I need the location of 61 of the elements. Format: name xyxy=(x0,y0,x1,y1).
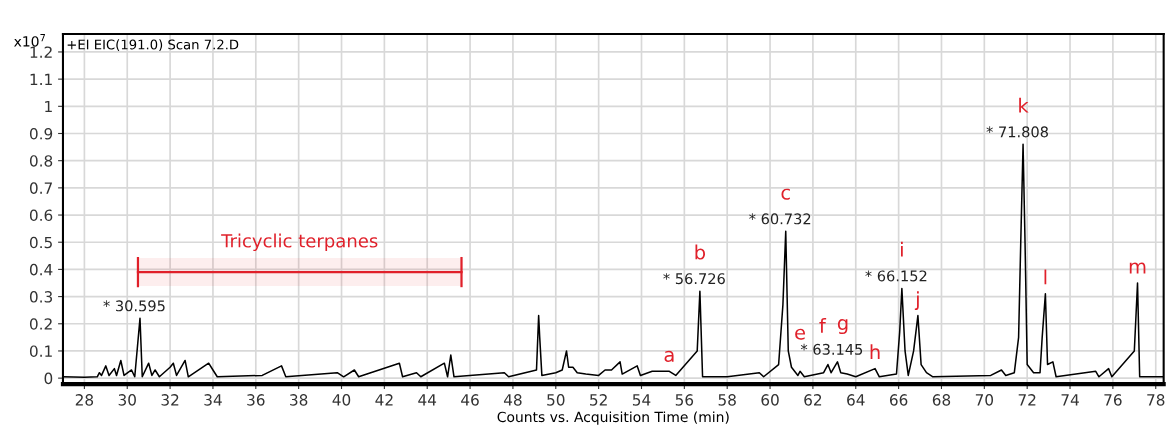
y-tick-label: 0.5 xyxy=(29,236,52,249)
x-tick-label: 36 xyxy=(247,394,265,406)
data-label: j xyxy=(914,291,919,311)
y-tick-label: 0.6 xyxy=(29,209,53,222)
y-tick-label: 0.8 xyxy=(29,155,53,167)
y-tick-label: 0.4 xyxy=(29,263,53,276)
x-tick-label: 54 xyxy=(632,394,651,406)
data-label: h xyxy=(870,344,880,360)
data-label: i xyxy=(901,241,903,257)
x-tick-label: 46 xyxy=(461,394,479,406)
y-tick-label: 0.7 xyxy=(29,182,52,194)
x-tick-label: 62 xyxy=(804,394,822,406)
data-label: c xyxy=(781,188,790,200)
x-tick-label: 78 xyxy=(1147,394,1165,406)
x-tick-label: 64 xyxy=(847,394,865,406)
x-tick-label: 76 xyxy=(1104,394,1122,406)
x-tick-label: 56 xyxy=(675,394,694,406)
data-label: m xyxy=(1129,262,1146,274)
annotation: * 56.726 xyxy=(663,273,725,285)
data-label: b xyxy=(695,244,706,260)
x-tick-label: 52 xyxy=(590,394,607,406)
y-tick-label: 0 xyxy=(44,372,53,385)
band-label: Tricyclic terpanes xyxy=(221,233,378,252)
y-tick-label: 1 xyxy=(45,100,52,113)
x-tick-label: 30 xyxy=(118,394,136,406)
x-tick-label: 34 xyxy=(204,394,222,406)
annotation: * 63.145 xyxy=(800,343,863,355)
annotation: * 66.152 xyxy=(865,270,927,282)
y-tick-label: 1.1 xyxy=(30,73,52,85)
chart-title: +EI EIC(191.0) Scan 7.2.D xyxy=(67,39,239,52)
data-label: k xyxy=(1019,97,1029,113)
x-tick-label: 58 xyxy=(718,394,736,406)
x-tick-label: 38 xyxy=(290,394,308,406)
annotation: * 30.595 xyxy=(103,300,165,312)
y-tick-label: 0.1 xyxy=(29,345,52,357)
x-tick-label: 48 xyxy=(503,394,522,406)
x-axis-title: Counts vs. Acquisition Time (min) xyxy=(497,411,729,425)
x-tick-label: 60 xyxy=(761,394,779,406)
x-tick-label: 28 xyxy=(75,394,94,406)
y-tick-label: 0.3 xyxy=(29,291,53,303)
x-tick-label: 42 xyxy=(375,394,393,406)
x-tick-label: 72 xyxy=(1018,394,1036,406)
x-tick-label: 32 xyxy=(161,394,179,406)
x-tick-label: 74 xyxy=(1061,394,1079,406)
x-tick-label: 50 xyxy=(547,394,565,406)
x-tick-label: 66 xyxy=(889,394,908,406)
data-label: f xyxy=(819,317,827,333)
data-label: g xyxy=(837,319,848,335)
y-tick-label: 0.9 xyxy=(29,127,53,140)
x-tick-label: 40 xyxy=(332,394,351,406)
annotation: * 60.732 xyxy=(749,213,811,225)
annotation: * 71.808 xyxy=(986,126,1048,138)
x-tick-label: 44 xyxy=(418,394,437,406)
data-label: a xyxy=(664,350,674,363)
x-tick-label: 68 xyxy=(932,394,951,406)
data-label: e xyxy=(795,328,805,340)
y-axis-title: x10$^{7}$ xyxy=(14,34,45,47)
data-label: l xyxy=(1044,269,1047,285)
y-tick-label: 0.2 xyxy=(29,318,52,330)
x-tick-label: 70 xyxy=(975,394,994,406)
y-tick-label: 1.2 xyxy=(30,46,52,58)
